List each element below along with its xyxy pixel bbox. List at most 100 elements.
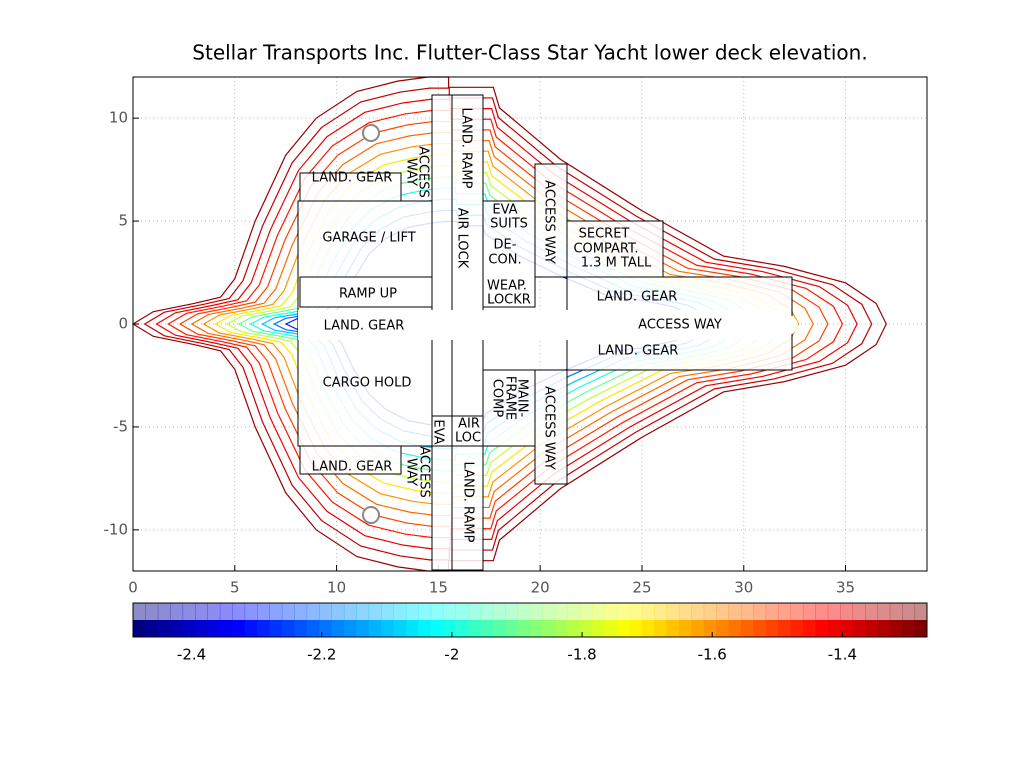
y-tick-label: 5: [118, 212, 128, 230]
colorbar-swatch: [467, 620, 481, 637]
colorbar-swatch: [889, 620, 903, 637]
contour-line: [178, 120, 829, 528]
colorbar-swatch: [765, 603, 779, 620]
colorbar-swatch: [778, 620, 792, 637]
colorbar-swatch: [654, 603, 667, 620]
colorbar-swatch: [381, 603, 395, 620]
colorbar-swatch: [207, 620, 221, 637]
x-tick-label: 25: [632, 579, 651, 597]
colorbar-tick-label: -1.8: [567, 646, 596, 664]
colorbar-swatch: [530, 603, 543, 620]
colorbar-swatch: [914, 620, 928, 637]
colorbar-swatch: [728, 603, 742, 620]
x-tick-label: 5: [230, 579, 240, 597]
colorbar-swatch: [716, 603, 729, 620]
colorbar-swatch: [306, 620, 320, 637]
colorbar-swatch: [666, 620, 680, 637]
colorbar-swatch: [815, 620, 829, 637]
colorbar-swatch: [765, 620, 779, 637]
room-label: LOCKR: [487, 293, 531, 308]
colorbar-swatch: [877, 603, 891, 620]
colorbar-swatch: [641, 620, 655, 637]
colorbar-swatch: [567, 603, 581, 620]
room-label: COMP: [490, 379, 505, 418]
colorbar-swatch: [393, 620, 407, 637]
x-tick-label: 20: [531, 579, 550, 597]
colorbar-swatch: [616, 603, 630, 620]
colorbar-swatch: [257, 620, 270, 637]
colorbar-swatch: [740, 620, 754, 637]
y-tick-label: 10: [109, 109, 128, 127]
y-tick-label: -10: [104, 520, 129, 538]
room-label: LAND. GEAR: [312, 460, 393, 475]
contour-line: [131, 76, 887, 572]
colorbar-swatch: [530, 620, 543, 637]
colorbar-swatch: [877, 620, 891, 637]
contour-line: [143, 87, 873, 561]
colorbar-swatch: [815, 603, 829, 620]
colorbar-swatch: [368, 620, 382, 637]
chart-title: Stellar Transports Inc. Flutter-Class St…: [192, 41, 867, 65]
contour-line: [155, 98, 858, 550]
colorbar-swatch: [269, 603, 283, 620]
room-label: WAY: [404, 158, 419, 186]
room: [451, 415, 484, 447]
colorbar-swatch: [654, 620, 667, 637]
colorbar-swatch: [219, 603, 233, 620]
colorbar-swatch: [840, 603, 854, 620]
room-label: ACCESS WAY: [542, 180, 557, 264]
colorbar-swatch: [864, 620, 878, 637]
room-label: EVA: [431, 419, 446, 444]
colorbar-swatch: [852, 620, 866, 637]
colorbar-swatch: [244, 603, 258, 620]
colorbar-swatch: [542, 603, 556, 620]
room-label: FRAME: [503, 376, 518, 420]
colorbar-swatch: [703, 603, 717, 620]
colorbar-swatch: [703, 620, 717, 637]
colorbar-swatch: [666, 603, 680, 620]
colorbar-swatch: [678, 620, 692, 637]
room-label: AIR: [458, 417, 480, 432]
colorbar-swatch: [257, 603, 270, 620]
colorbar-swatch: [604, 620, 618, 637]
colorbar-swatch: [455, 620, 469, 637]
colorbar-swatch: [133, 620, 146, 637]
room: [299, 445, 402, 475]
room-label: GARAGE / LIFT: [322, 231, 415, 246]
room: [482, 369, 536, 447]
room-label: CARGO HOLD: [323, 376, 412, 391]
colorbar-swatch: [381, 620, 395, 637]
colorbar-swatch: [244, 620, 258, 637]
colorbar-tick-label: -1.4: [828, 646, 857, 664]
corridor-end: [738, 310, 798, 340]
colorbar-swatch: [443, 620, 457, 637]
colorbar-swatch: [691, 603, 705, 620]
colorbar-swatch: [517, 603, 531, 620]
colorbar-swatch: [678, 603, 692, 620]
colorbar-swatch: [480, 620, 494, 637]
colorbar-swatch: [232, 603, 246, 620]
colorbar-swatch: [567, 620, 581, 637]
room-label: RAMP UP: [339, 287, 397, 302]
colorbar-swatch: [157, 603, 171, 620]
colorbar-swatch: [753, 620, 767, 637]
colorbar-swatch: [728, 620, 742, 637]
room: [299, 172, 402, 202]
colorbar-swatch: [492, 620, 506, 637]
colorbar-swatch: [554, 620, 568, 637]
colorbar-swatch: [480, 603, 494, 620]
room: [534, 369, 568, 485]
colorbar-swatch: [170, 620, 184, 637]
colorbar-swatch: [827, 620, 841, 637]
room-label: LAND. GEAR: [597, 290, 678, 305]
room-label: SUITS: [490, 217, 528, 232]
colorbar-swatch: [281, 603, 295, 620]
colorbar-swatch: [629, 603, 643, 620]
colorbar-swatch: [430, 603, 444, 620]
colorbar-swatch: [467, 603, 481, 620]
colorbar-swatch: [319, 620, 332, 637]
colorbar-swatch: [133, 603, 146, 620]
colorbar-swatch: [505, 603, 519, 620]
colorbar-swatch: [269, 620, 283, 637]
room-label: ACCESS WAY: [638, 318, 722, 333]
